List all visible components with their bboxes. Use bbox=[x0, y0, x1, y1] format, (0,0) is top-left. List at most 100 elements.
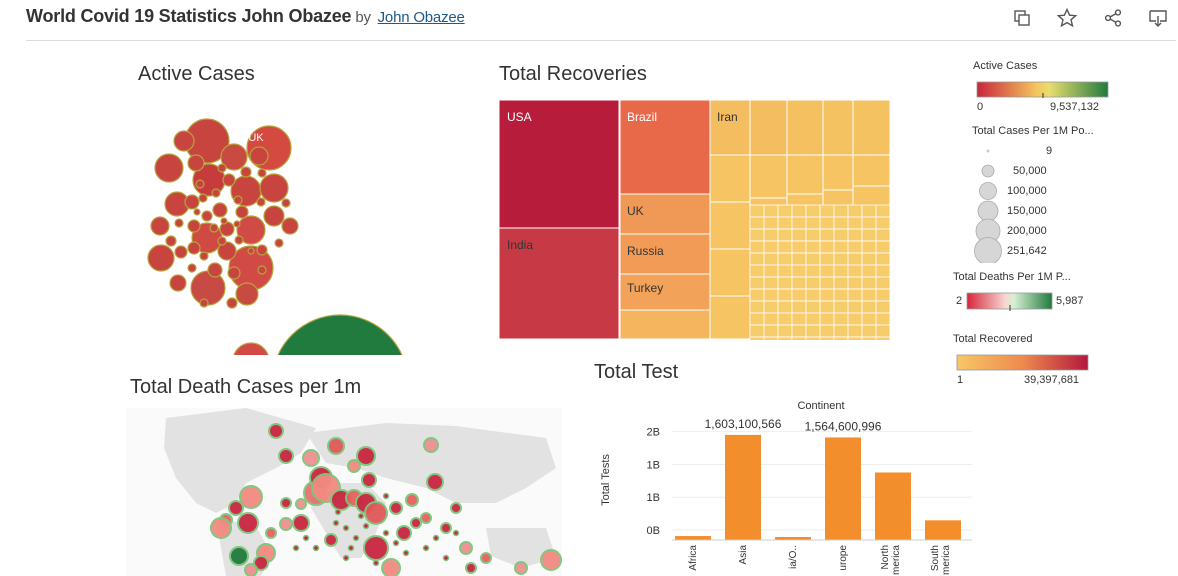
legend-deaths-per-1m-title: Total Deaths Per 1M P... bbox=[953, 271, 1071, 283]
treemap-tiny-cell-100 bbox=[833, 216, 849, 230]
treemap-tiny-cell-128 bbox=[861, 264, 877, 278]
treemap-tiny-cell-48 bbox=[763, 312, 779, 326]
treemap-tiny-cell-61 bbox=[777, 324, 793, 338]
bubble-5 bbox=[233, 342, 269, 355]
treemap-tiny-cell-41 bbox=[763, 228, 779, 242]
bubble-18 bbox=[249, 146, 269, 166]
legend-size-2: 50,000 bbox=[1013, 165, 1047, 177]
map-dot-36 bbox=[389, 501, 403, 515]
bubble-29 bbox=[235, 205, 249, 219]
x-axis-title: Continent bbox=[797, 400, 844, 412]
bubble-6 bbox=[190, 270, 226, 306]
map-dot-40 bbox=[295, 498, 307, 510]
x-tick-label-4-1: urope bbox=[838, 545, 849, 571]
duplicate-icon[interactable] bbox=[1013, 9, 1031, 27]
header-toolbar bbox=[991, 7, 1168, 28]
bubble-31 bbox=[227, 266, 241, 280]
legend-deaths-max: 5,987 bbox=[1056, 295, 1084, 307]
treemap-tiny-cell-44 bbox=[763, 264, 779, 278]
dashboard-title-text: World Covid 19 Statistics John Obazee bbox=[26, 6, 352, 26]
treemap-tiny-cell-133 bbox=[861, 324, 877, 338]
treemap-small-cell-15 bbox=[822, 154, 854, 191]
bubble-30 bbox=[207, 262, 223, 278]
star-icon[interactable] bbox=[1056, 7, 1078, 28]
bubble-36 bbox=[201, 210, 213, 222]
treemap-tiny-cell-53 bbox=[777, 228, 793, 242]
treemap-tiny-cell-118 bbox=[847, 288, 863, 302]
treemap-label-india: India bbox=[507, 238, 533, 252]
share-icon[interactable] bbox=[1104, 9, 1122, 27]
map-dot-35 bbox=[540, 549, 562, 571]
treemap-tiny-cell-124 bbox=[861, 216, 877, 230]
bubble-25 bbox=[217, 241, 237, 261]
legend-recovered-max: 39,397,681 bbox=[1024, 374, 1080, 386]
treemap-tiny-cell-125 bbox=[861, 228, 877, 242]
legend-active-cases-min: 0 bbox=[977, 101, 984, 113]
bubble-24 bbox=[184, 194, 200, 210]
map-small-dot-15 bbox=[442, 554, 450, 562]
bar-north-america bbox=[875, 472, 911, 540]
bubble-52 bbox=[257, 168, 267, 178]
treemap-tiny-cell-130 bbox=[861, 288, 877, 302]
legend-active-cases-gradient bbox=[976, 81, 1109, 98]
treemap-cell-6 bbox=[619, 273, 711, 311]
treemap-cell-12 bbox=[852, 100, 891, 156]
treemap-tiny-cell-113 bbox=[847, 228, 863, 242]
bubble-44 bbox=[187, 263, 197, 273]
map-small-dot-5 bbox=[347, 544, 355, 552]
treemap-tiny-cell-99 bbox=[833, 204, 849, 218]
treemap-tiny-cell-32 bbox=[749, 264, 765, 278]
bubble-53 bbox=[199, 298, 209, 308]
treemap-tiny-cell-135 bbox=[875, 204, 891, 218]
bar-europe bbox=[825, 437, 861, 540]
treemap-tiny-cell-105 bbox=[833, 276, 849, 290]
map-dot-25 bbox=[244, 563, 258, 576]
bar-africa bbox=[675, 536, 711, 540]
map-small-dot-1 bbox=[332, 519, 340, 527]
treemap-tiny-cell-50 bbox=[763, 336, 779, 340]
bubble-38 bbox=[211, 188, 221, 198]
total-recoveries-treemap[interactable]: USA Brazil Iran UK India Russia Turkey bbox=[499, 100, 891, 340]
treemap-tiny-cell-88 bbox=[819, 216, 835, 230]
bubble-43 bbox=[281, 198, 291, 208]
legend-size-3: 100,000 bbox=[1007, 185, 1047, 197]
treemap-tiny-cell-131 bbox=[861, 300, 877, 314]
treemap-label-usa: USA bbox=[507, 110, 532, 124]
treemap-label-brazil: Brazil bbox=[627, 110, 657, 124]
treemap-tiny-cell-136 bbox=[875, 216, 891, 230]
treemap-tiny-cell-29 bbox=[749, 228, 765, 242]
treemap-tiny-cell-70 bbox=[791, 288, 807, 302]
treemap-tiny-cell-84 bbox=[805, 312, 821, 326]
map-small-dot-3 bbox=[352, 534, 360, 542]
map-dot-16 bbox=[279, 517, 293, 531]
treemap-tiny-cell-91 bbox=[819, 252, 835, 266]
bubble-47 bbox=[209, 223, 219, 233]
treemap-small-cell-5 bbox=[749, 154, 788, 199]
treemap-tiny-cell-63 bbox=[791, 204, 807, 218]
download-icon[interactable] bbox=[1148, 8, 1168, 28]
treemap-tiny-cell-39 bbox=[763, 204, 779, 218]
active-cases-bubble-chart[interactable]: USA UK bbox=[120, 95, 410, 355]
death-cases-map[interactable] bbox=[126, 408, 562, 576]
treemap-tiny-cell-56 bbox=[777, 264, 793, 278]
bubble-39 bbox=[233, 195, 243, 205]
treemap-tiny-cell-40 bbox=[763, 216, 779, 230]
bubble-9 bbox=[154, 153, 184, 183]
treemap-tiny-cell-31 bbox=[749, 252, 765, 266]
treemap-cell-2 bbox=[499, 227, 620, 340]
bubble-46 bbox=[217, 236, 227, 246]
bubble-56 bbox=[199, 251, 209, 261]
treemap-cell-5 bbox=[619, 233, 711, 275]
treemap-tiny-cell-141 bbox=[875, 276, 891, 290]
bubble-22 bbox=[173, 130, 195, 152]
author-link[interactable]: John Obazee bbox=[377, 9, 465, 26]
map-dot-45 bbox=[324, 533, 338, 547]
map-small-dot-6 bbox=[357, 512, 365, 520]
map-small-dot-12 bbox=[432, 534, 440, 542]
total-test-bar-chart[interactable]: Continent Total Tests 0B 1B 1B 2B Africa 1,603,… bbox=[594, 392, 984, 576]
map-small-dot-2 bbox=[342, 524, 350, 532]
map-dot-1 bbox=[268, 423, 284, 439]
map-dot-2 bbox=[278, 448, 294, 464]
treemap-tiny-cell-49 bbox=[763, 324, 779, 338]
treemap-tiny-cell-52 bbox=[777, 216, 793, 230]
